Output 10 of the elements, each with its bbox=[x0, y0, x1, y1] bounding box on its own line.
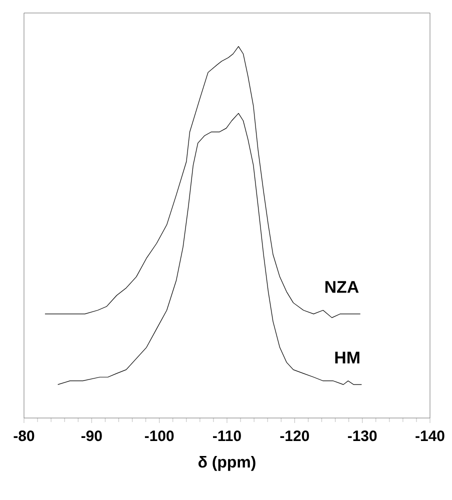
series-label: NZA bbox=[325, 281, 359, 293]
x-tick-label: -100 bbox=[144, 430, 174, 442]
series-label: HM bbox=[335, 352, 360, 364]
x-axis-title: δ (ppm) bbox=[198, 456, 256, 471]
x-tick-label: -120 bbox=[280, 430, 309, 442]
x-tick-label: -130 bbox=[348, 430, 377, 442]
x-tick-label: -140 bbox=[416, 430, 444, 442]
x-tick-label: -80 bbox=[14, 430, 34, 442]
x-tick-label: -90 bbox=[81, 430, 102, 442]
x-tick-label: -110 bbox=[213, 430, 241, 442]
